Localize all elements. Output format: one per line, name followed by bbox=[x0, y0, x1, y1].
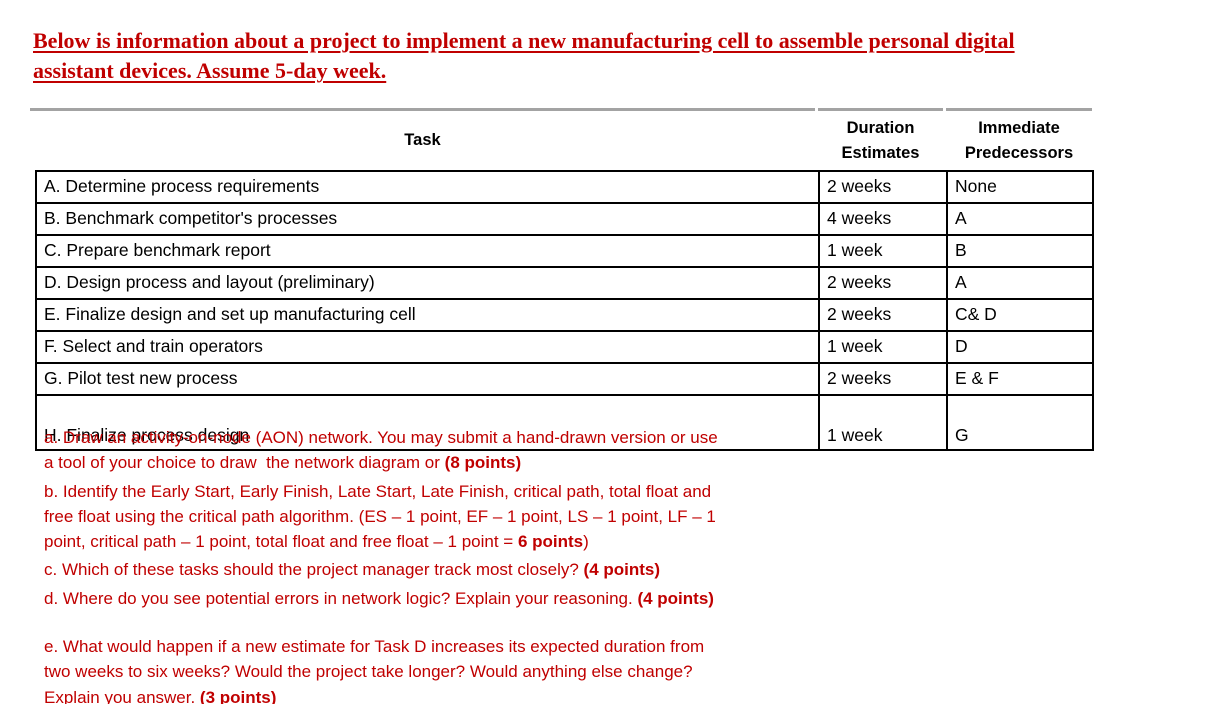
column-header-task-label: Task bbox=[404, 131, 441, 149]
table-row: A. Determine process requirements 2 weeks… bbox=[35, 170, 1094, 204]
question-line: a tool of your choice to draw the networ… bbox=[44, 453, 522, 473]
question-line: point, critical path – 1 point, total fl… bbox=[44, 532, 589, 552]
column-header-predecessors-label-line2: Predecessors bbox=[964, 143, 1074, 162]
duration-cell: 2 weeks bbox=[818, 298, 948, 332]
table-header-row: Task Duration Estimates Immediate Predec… bbox=[30, 108, 1092, 170]
column-header-task: Task bbox=[30, 108, 815, 170]
title-line-2: assistant devices. Assume 5-day week. bbox=[33, 58, 387, 83]
paragraph-spacer bbox=[44, 614, 718, 634]
task-cell: B. Benchmark competitor's processes bbox=[35, 202, 820, 236]
title-line-1: Below is information about a project to … bbox=[33, 28, 1015, 53]
predecessors-cell: B bbox=[946, 234, 1094, 268]
table-row: F. Select and train operators 1 week D bbox=[35, 330, 1094, 364]
table-row: H. Finalize process design 1 week G bbox=[35, 394, 1094, 451]
table-row: D. Design process and layout (preliminar… bbox=[35, 266, 1094, 300]
page-title: Below is information about a project to … bbox=[33, 26, 1213, 86]
question-paragraph: a. Draw an activity-on-node (AON) networ… bbox=[44, 425, 718, 476]
question-line: two weeks to six weeks? Would the projec… bbox=[44, 662, 693, 682]
column-header-predecessors-label-line1: Immediate bbox=[978, 118, 1060, 137]
duration-cell: 2 weeks bbox=[818, 266, 948, 300]
task-cell: E. Finalize design and set up manufactur… bbox=[35, 298, 820, 332]
duration-cell: 4 weeks bbox=[818, 202, 948, 236]
task-cell: F. Select and train operators bbox=[35, 330, 820, 364]
question-line: e. What would happen if a new estimate f… bbox=[44, 637, 705, 657]
column-header-duration-label-line1: Duration bbox=[846, 118, 915, 137]
column-header-duration: Duration Estimates bbox=[818, 108, 943, 170]
task-cell: G. Pilot test new process bbox=[35, 362, 820, 396]
column-header-predecessors: Immediate Predecessors bbox=[946, 108, 1092, 170]
question-line: c. Which of these tasks should the proje… bbox=[44, 560, 661, 580]
table-row: C. Prepare benchmark report 1 week B bbox=[35, 234, 1094, 268]
predecessors-cell: D bbox=[946, 330, 1094, 364]
question-line: free float using the critical path algor… bbox=[44, 506, 716, 526]
predecessors-cell: C& D bbox=[946, 298, 1094, 332]
column-header-duration-label-line2: Estimates bbox=[841, 143, 920, 162]
table-row: E. Finalize design and set up manufactur… bbox=[35, 298, 1094, 332]
task-cell: A. Determine process requirements bbox=[35, 170, 820, 204]
duration-cell: 1 week bbox=[818, 330, 948, 364]
predecessors-cell: G bbox=[946, 394, 1094, 451]
table-row: G. Pilot test new process 2 weeks E & F bbox=[35, 362, 1094, 396]
question-paragraph: c. Which of these tasks should the proje… bbox=[44, 557, 718, 582]
duration-cell: 1 week bbox=[818, 234, 948, 268]
questions-block: a. Draw an activity-on-node (AON) networ… bbox=[44, 425, 718, 704]
question-paragraph: e. What would happen if a new estimate f… bbox=[44, 634, 718, 704]
question-line: b. Identify the Early Start, Early Finis… bbox=[44, 481, 712, 501]
predecessors-cell: None bbox=[946, 170, 1094, 204]
question-line: d. Where do you see potential errors in … bbox=[44, 588, 714, 608]
question-paragraph: d. Where do you see potential errors in … bbox=[44, 586, 718, 611]
question-paragraph: b. Identify the Early Start, Early Finis… bbox=[44, 479, 718, 555]
table-row: B. Benchmark competitor's processes 4 wee… bbox=[35, 202, 1094, 236]
duration-cell: 2 weeks bbox=[818, 170, 948, 204]
task-cell: H. Finalize process design bbox=[35, 394, 820, 451]
predecessors-cell: A bbox=[946, 266, 1094, 300]
question-line: Explain you answer. (3 points) bbox=[44, 687, 277, 704]
task-table: A. Determine process requirements 2 weeks… bbox=[35, 170, 1094, 451]
question-line: a. Draw an activity-on-node (AON) networ… bbox=[44, 428, 718, 447]
duration-cell: 2 weeks bbox=[818, 362, 948, 396]
task-cell: C. Prepare benchmark report bbox=[35, 234, 820, 268]
task-cell: D. Design process and layout (preliminar… bbox=[35, 266, 820, 300]
predecessors-cell: A bbox=[946, 202, 1094, 236]
predecessors-cell: E & F bbox=[946, 362, 1094, 396]
duration-cell: 1 week bbox=[818, 394, 948, 451]
